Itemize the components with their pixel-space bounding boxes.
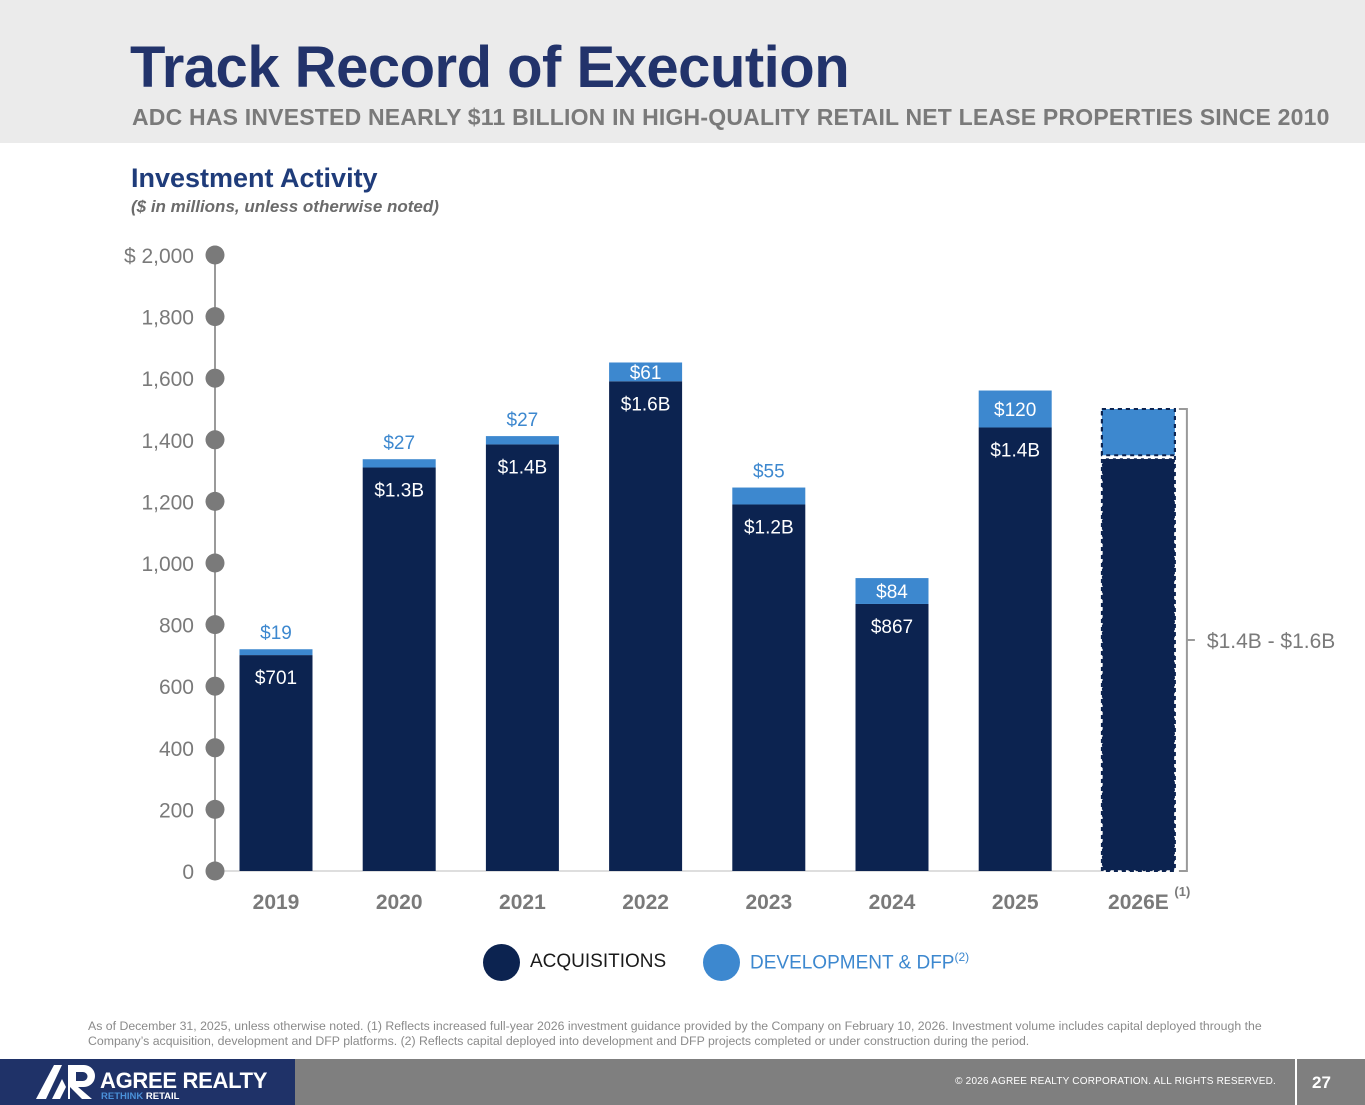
y-axis-tick-dot xyxy=(205,430,225,450)
x-tick-label: 2021 xyxy=(499,891,546,914)
data-label-development: $27 xyxy=(507,410,539,431)
data-label-acquisitions: $1.6B xyxy=(621,394,671,415)
bar-acquisitions xyxy=(609,381,683,871)
legend-development-footnote-mark: (2) xyxy=(954,949,970,964)
y-axis-tick-dot xyxy=(205,368,225,388)
bar-acquisitions xyxy=(485,444,559,871)
y-tick-label: 1,400 xyxy=(141,430,194,453)
page-title: Track Record of Execution xyxy=(130,35,850,100)
y-tick-label: 0 xyxy=(182,861,194,884)
page-number-divider xyxy=(1295,1059,1297,1105)
bar-acquisitions xyxy=(855,603,929,871)
page-number: 27 xyxy=(1312,1073,1331,1092)
data-label-development: $120 xyxy=(994,400,1036,421)
y-tick-label: 1,800 xyxy=(141,307,194,330)
bar-development xyxy=(732,487,806,505)
investment-chart: 2,000 1,800 1,600 1,400 1,200 1,000 800 600 400 2… xyxy=(124,245,1335,914)
legend-acquisitions: ACQUISITIONS xyxy=(483,943,666,981)
x-tick-label: 2022 xyxy=(622,891,669,914)
y-tick-label: 2,000 xyxy=(141,245,194,268)
y-axis-tick-dot xyxy=(205,553,225,573)
section-title: Investment Activity xyxy=(131,163,378,193)
bar-development-estimate xyxy=(1100,408,1176,457)
y-tick-label: 1,600 xyxy=(141,368,194,391)
bar-acquisitions xyxy=(732,504,806,871)
range-annotation: $1.4B - $1.6B xyxy=(1207,630,1335,653)
copyright: © 2026 AGREE REALTY CORPORATION. ALL RIG… xyxy=(955,1076,1276,1087)
bar-acquisitions xyxy=(362,467,436,871)
x-tick-label: 2024 xyxy=(869,891,916,914)
legend-development-swatch xyxy=(703,943,740,981)
footer-bar: AGREE REALTY RETHINK RETAIL © 2026 AGREE… xyxy=(0,1059,1365,1105)
y-axis-tick-dot xyxy=(205,861,225,881)
data-label-acquisitions: $1.3B xyxy=(374,481,424,502)
y-tick-label: 1,000 xyxy=(141,553,194,576)
data-label-development: $55 xyxy=(753,462,785,483)
footnote: As of December 31, 2025, unless otherwis… xyxy=(88,1019,1262,1048)
x-tick-label: 2026E xyxy=(1108,891,1169,914)
bar-development xyxy=(978,390,1052,428)
y-tick-label: 800 xyxy=(159,615,194,638)
y-tick-label: 1,200 xyxy=(141,491,194,514)
data-label-acquisitions: $1.4B xyxy=(498,457,548,478)
y-axis-tick-dot xyxy=(205,615,225,635)
bar-development xyxy=(239,649,313,656)
logo-company-name: AGREE REALTY xyxy=(100,1068,268,1093)
y-axis-tick-dot xyxy=(205,676,225,696)
x-tick-label: 2025 xyxy=(992,891,1039,914)
y-tick-label: 200 xyxy=(159,799,194,822)
data-label-acquisitions: $1.4B xyxy=(990,440,1040,461)
x-tick-label: 2020 xyxy=(376,891,423,914)
y-tick-label: 600 xyxy=(159,676,194,699)
bar-acquisitions xyxy=(978,427,1052,871)
y-axis-tick-dot xyxy=(205,738,225,758)
data-label-development: $61 xyxy=(630,363,662,384)
data-label-development: $27 xyxy=(383,433,415,454)
x-tick-footnote-mark: (1) xyxy=(1174,884,1190,899)
bar-acquisitions-estimate xyxy=(1101,457,1176,872)
bar-acquisitions xyxy=(239,655,313,871)
logo-tagline: RETHINK RETAIL xyxy=(101,1091,180,1102)
bar-development xyxy=(609,362,683,382)
x-tick-label: 2023 xyxy=(745,891,792,914)
estimate-outline xyxy=(1100,408,1176,872)
legend-development: DEVELOPMENT & DFP(2) xyxy=(703,943,969,981)
legend-acquisitions-label: ACQUISITIONS xyxy=(530,951,667,972)
bar-development xyxy=(485,436,559,445)
y-axis-tick-dot xyxy=(205,245,225,265)
legend-development-label: DEVELOPMENT & DFP xyxy=(750,952,955,974)
x-tick-label: 2019 xyxy=(253,891,300,914)
data-label-acquisitions: $701 xyxy=(255,668,297,689)
bar-development xyxy=(362,459,436,468)
y-axis-tick-dot xyxy=(205,307,225,327)
bar-development xyxy=(855,578,929,604)
company-logo: AGREE REALTY RETHINK RETAIL xyxy=(0,1059,295,1105)
page-subtitle: ADC HAS INVESTED NEARLY $11 BILLION IN H… xyxy=(132,104,1330,130)
y-axis-tick-dot xyxy=(205,799,225,819)
section-note: ($ in millions, unless otherwise noted) xyxy=(131,197,439,216)
y-tick-currency-prefix: $ xyxy=(124,245,136,268)
data-label-acquisitions: $1.2B xyxy=(744,517,794,538)
data-label-development: $19 xyxy=(260,623,292,644)
y-axis-tick-dot xyxy=(205,491,225,511)
legend-acquisitions-swatch xyxy=(483,943,520,981)
agree-logo-icon xyxy=(36,1065,95,1099)
data-label-acquisitions: $867 xyxy=(871,617,913,638)
y-tick-label: 400 xyxy=(159,738,194,761)
range-bracket xyxy=(1178,408,1188,872)
header-band xyxy=(0,0,1365,143)
data-label-development: $84 xyxy=(876,582,908,603)
